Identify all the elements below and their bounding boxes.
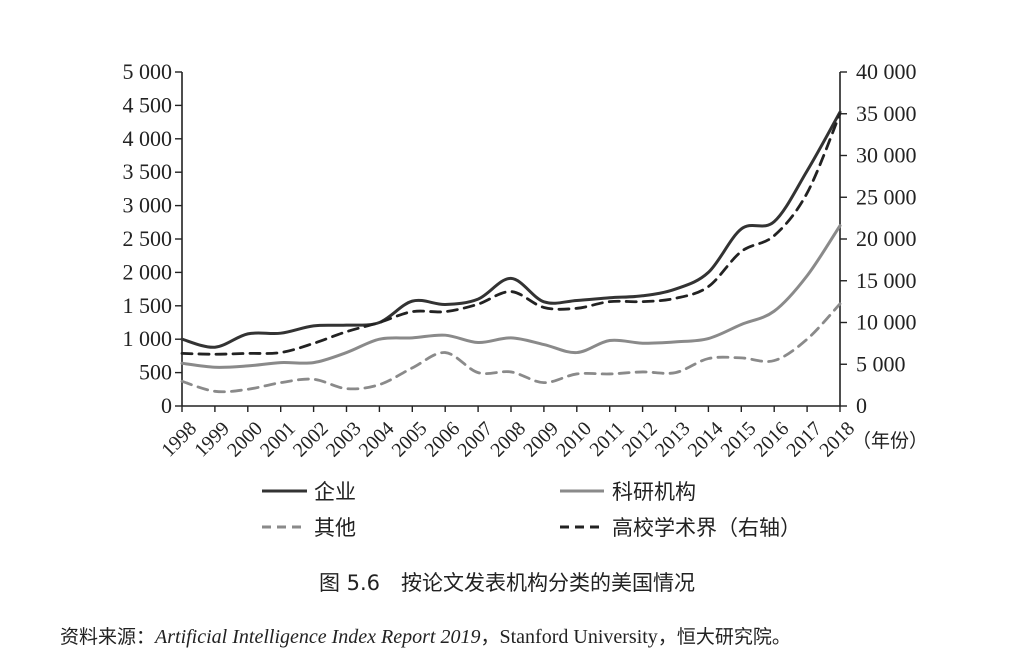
figure-caption: 图 5.6 按论文发表机构分类的美国情况 <box>318 571 696 595</box>
x-tick-label: 2009 <box>519 418 563 462</box>
legend-label-2: 科研机构 <box>612 480 696 504</box>
left-tick-label: 1 000 <box>123 326 173 351</box>
x-tick-label: 2002 <box>289 418 333 462</box>
left-tick-label: 4 000 <box>123 126 173 151</box>
x-tick-label: 2006 <box>421 418 465 462</box>
x-tick-label: 2007 <box>453 418 497 462</box>
legend-label-3: 其他 <box>314 516 356 540</box>
x-tick-label: 2001 <box>256 418 300 462</box>
x-tick-label: 2013 <box>651 418 695 462</box>
series-line-1 <box>180 110 842 349</box>
source-sep-2: ， <box>657 626 677 648</box>
series-layer <box>180 110 842 394</box>
series-line-3 <box>180 302 842 394</box>
left-tick-label: 500 <box>139 360 172 385</box>
left-tick-label: 3 000 <box>123 193 173 218</box>
x-tick-label: 2008 <box>486 418 530 462</box>
right-tick-label: 5 000 <box>856 351 906 376</box>
source-sep-1: ， <box>480 626 500 648</box>
x-tick-label: 2014 <box>684 418 728 462</box>
axes: 0 500 1 000 1 500 2 000 2 500 3 000 3 500 4 000 4… <box>123 59 929 461</box>
right-tick-label: 25 000 <box>856 184 917 209</box>
right-tick-label: 0 <box>856 393 867 418</box>
source-note: 资料来源：Artificial Intelligence Index Repor… <box>60 622 791 649</box>
x-tick-label: 1998 <box>157 418 201 462</box>
left-tick-label: 3 500 <box>123 159 173 184</box>
x-tick-label: 2012 <box>618 418 662 462</box>
x-tick-label: 2000 <box>223 418 267 462</box>
right-tick-label: 10 000 <box>856 310 917 335</box>
source-prefix: 资料来源： <box>60 626 156 648</box>
x-tick-label: 1999 <box>190 418 234 462</box>
x-tick-label: 2016 <box>750 418 794 462</box>
x-tick-label: 2004 <box>355 418 399 462</box>
legend-label-1: 企业 <box>314 480 356 504</box>
x-tick-label: 2017 <box>782 418 826 462</box>
x-tick-label: 2015 <box>717 418 761 462</box>
x-tick-label: 2003 <box>322 418 366 462</box>
left-tick-label: 1 500 <box>123 293 173 318</box>
right-tick-label: 20 000 <box>856 226 917 251</box>
left-tick-label: 2 500 <box>123 226 173 251</box>
legend-label-4: 高校学术界（右轴） <box>612 516 801 540</box>
left-tick-label: 4 500 <box>123 92 173 117</box>
x-tick-label: 2010 <box>552 418 596 462</box>
left-tick-label: 0 <box>161 393 172 418</box>
right-tick-label: 15 000 <box>856 268 917 293</box>
source-suffix: 恒大研究院。 <box>676 626 791 648</box>
series-line-2 <box>180 224 842 369</box>
x-tick-label: 2011 <box>586 418 629 461</box>
source-report: Artificial Intelligence Index Report 201… <box>155 626 481 648</box>
left-tick-label: 2 000 <box>123 259 173 284</box>
right-tick-label: 35 000 <box>856 101 917 126</box>
series-line-4 <box>180 112 842 356</box>
source-org: Stanford University <box>499 626 658 648</box>
x-tick-label: 2005 <box>388 418 432 462</box>
left-tick-label: 5 000 <box>123 59 173 84</box>
chart: 0 500 1 000 1 500 2 000 2 500 3 000 3 500 4 000 4… <box>123 59 929 540</box>
x-unit-label: （年份） <box>852 430 928 452</box>
right-tick-label: 40 000 <box>856 59 917 84</box>
right-tick-label: 30 000 <box>856 143 917 168</box>
